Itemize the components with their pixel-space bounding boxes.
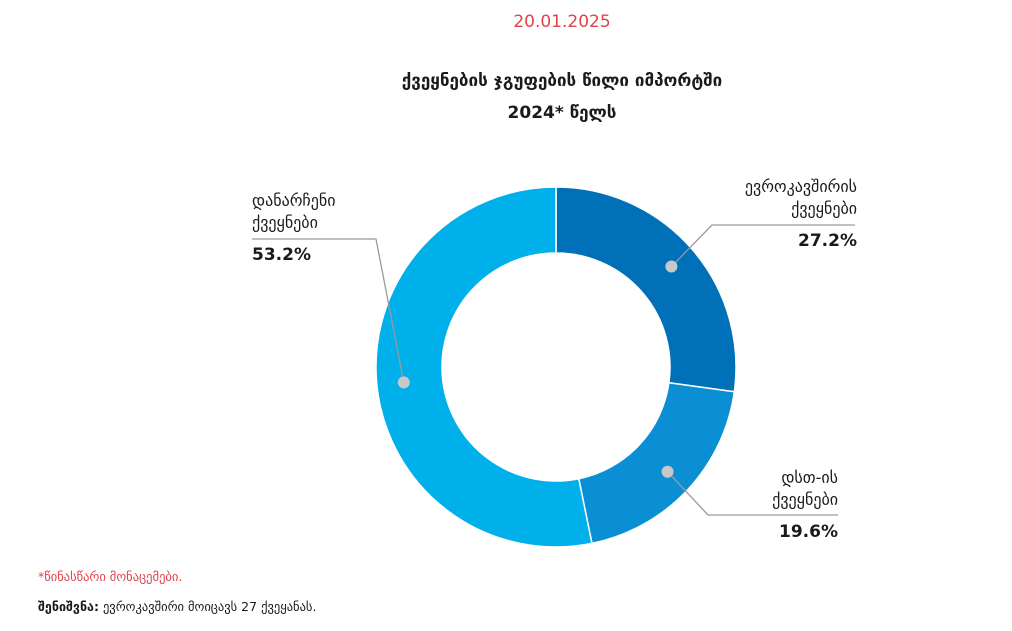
footnote-note: შენიშვნა: ევროკავშირი მოიცავს 27 ქვეყანა… [38,599,316,614]
label-cis-line1: დსთ-ის [781,468,838,487]
chart-title-line2: 2024* წელს [507,103,617,123]
label-cis-value: 19.6% [779,522,838,542]
slice-other [375,186,593,548]
label-other-line2: ქვეყნები [252,213,318,232]
footnote-preliminary: *წინასწარი მონაცემები. [38,569,183,584]
label-cis-line2: ქვეყნები [772,490,838,509]
leader-cis [667,471,838,516]
leader-other-dot [397,376,410,389]
date: 20.01.2025 [513,12,611,32]
slice-eu [555,186,737,393]
label-other-value: 53.2% [252,245,311,265]
label-other: დანარჩენი ქვეყნები 53.2% [252,190,412,266]
label-other-line1: დანარჩენი [252,191,336,210]
label-eu-line1: ევროკავშირის [744,177,857,196]
label-eu-value: 27.2% [798,231,857,251]
label-eu-line2: ქვეყნები [791,199,857,218]
leader-eu-dot [665,260,678,273]
footnote-note-label: შენიშვნა: [38,599,99,614]
leader-eu [670,224,855,267]
chart-title-line1: ქვეყნების ჯგუფების წილი იმპორტში [401,71,723,91]
leader-cis-dot [661,465,674,478]
label-cis: დსთ-ის ქვეყნები 19.6% [700,467,838,543]
leader-other [252,238,405,383]
label-eu: ევროკავშირის ქვეყნები 27.2% [700,176,857,252]
footnote-note-text: ევროკავშირი მოიცავს 27 ქვეყანას. [98,599,317,614]
